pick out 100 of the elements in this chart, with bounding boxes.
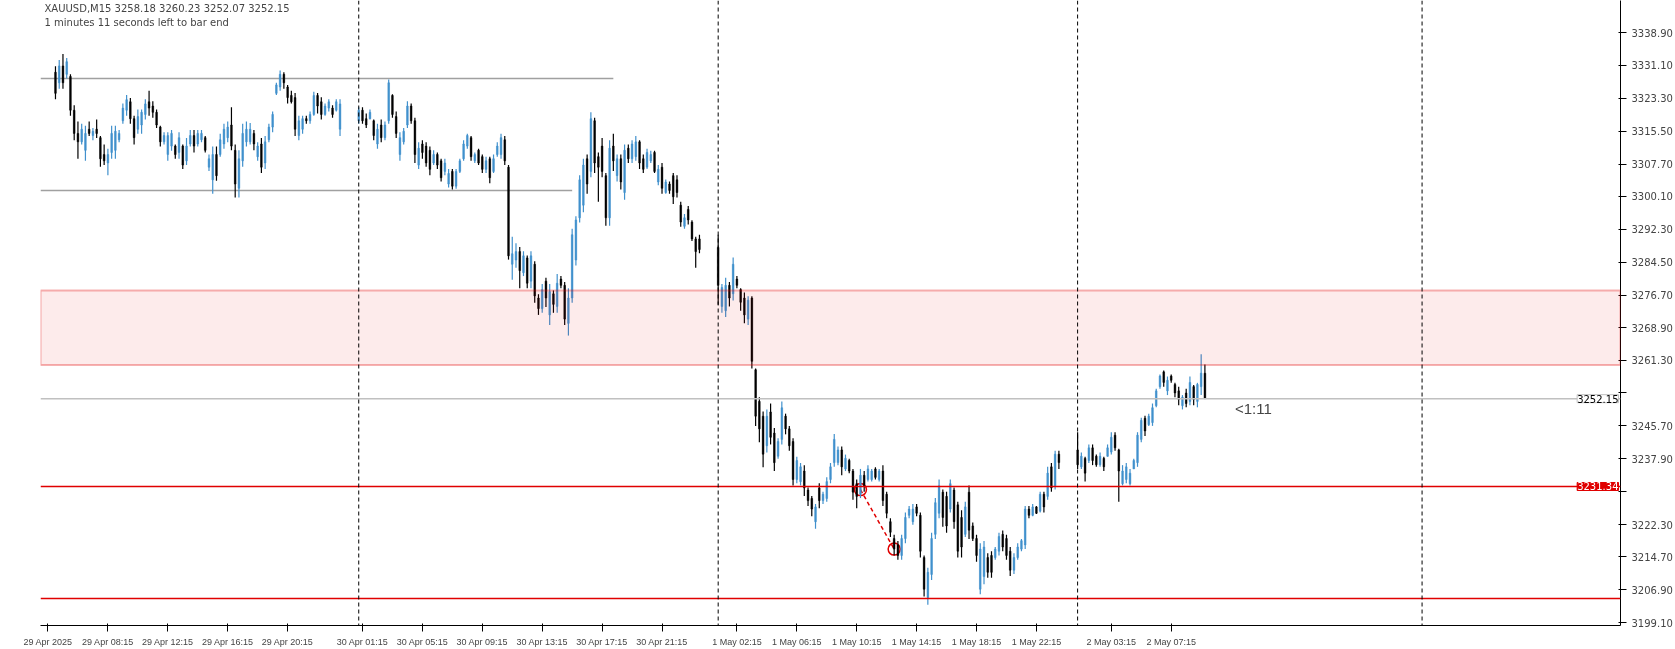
candlestick (657, 164, 660, 186)
candlestick (331, 104, 334, 119)
candlestick (522, 250, 525, 277)
candlestick (840, 445, 843, 476)
candlestick (616, 153, 619, 183)
x-tick-label: 30 Apr 21:15 (636, 636, 688, 647)
candlestick (986, 552, 989, 579)
y-tick-label: 3331.10 (1631, 60, 1673, 72)
x-tick-label: 30 Apr 09:15 (456, 636, 508, 647)
candlestick (320, 96, 323, 121)
candlestick (65, 57, 68, 80)
candlestick (428, 145, 431, 176)
candlestick (803, 464, 806, 497)
candlestick (192, 129, 196, 154)
candlestick (698, 234, 701, 254)
candlestick (256, 141, 259, 162)
x-tick-label: 29 Apr 12:15 (142, 636, 194, 647)
candlestick (383, 121, 387, 141)
candlestick (1155, 388, 1158, 408)
x-tick-label: 1 May 18:15 (951, 636, 1002, 647)
candlestick (683, 213, 686, 230)
candlestick (893, 534, 896, 557)
candlestick (874, 466, 877, 481)
candlestick (660, 162, 664, 195)
candlestick (548, 283, 551, 326)
candlestick (1192, 384, 1195, 406)
candlestick (95, 118, 98, 139)
candlestick (1084, 456, 1087, 483)
candlestick (818, 482, 821, 509)
candlestick (155, 108, 158, 129)
candlestick (1125, 462, 1128, 484)
candlestick (1057, 450, 1060, 470)
candlestick (260, 137, 263, 174)
y-tick-label: 3206.90 (1631, 584, 1673, 596)
y-tick-label: 3292.30 (1631, 224, 1673, 236)
candlestick (398, 131, 402, 162)
candlestick (833, 433, 836, 468)
candlestick (54, 65, 57, 100)
candlestick (503, 135, 506, 166)
candlestick (361, 106, 364, 125)
candlestick (462, 139, 465, 162)
candlestick (630, 139, 634, 164)
annotation: <1:11 (1234, 400, 1272, 418)
candlestick (215, 145, 218, 182)
candlestick (743, 291, 746, 324)
x-tick-label: 30 Apr 01:15 (336, 636, 388, 647)
candlestick (518, 246, 521, 289)
candlestick (147, 90, 151, 117)
y-tick-label: 3338.90 (1631, 27, 1673, 39)
x-tick-label: 2 May 03:15 (1086, 636, 1137, 647)
candlestick (376, 123, 379, 150)
candlestick (945, 491, 948, 534)
candlestick (653, 150, 656, 174)
ref-line-label: 3231.34 (1577, 481, 1619, 493)
candlestick (728, 281, 731, 308)
candlestick (1166, 375, 1169, 396)
candlestick (181, 143, 184, 170)
candlestick (675, 174, 679, 199)
candlestick (507, 164, 510, 261)
candlestick (114, 125, 117, 160)
candlestick (544, 277, 548, 308)
x-tick-label: 1 May 10:15 (831, 636, 882, 647)
y-tick-label: 3307.70 (1631, 159, 1673, 171)
candlestick (391, 93, 394, 119)
candlestick (91, 127, 95, 141)
candlestick (1143, 415, 1147, 437)
candlestick (799, 462, 802, 486)
candlestick (1046, 466, 1049, 501)
x-tick-label: 2 May 07:15 (1146, 636, 1196, 647)
y-tick-label: 3323.30 (1631, 93, 1673, 105)
candlestick (634, 135, 637, 162)
x-tick-label: 29 Apr 16:15 (201, 636, 253, 647)
candlestick (514, 242, 518, 269)
candlestick (136, 108, 139, 135)
candlestick (511, 236, 514, 281)
candlestick (844, 453, 847, 472)
chart-title: XAUUSD,M15 3258.18 3260.23 3252.07 3252.15 (44, 2, 290, 14)
y-tick-label: 3261.30 (1631, 355, 1673, 367)
candlestick (638, 139, 641, 170)
candlestick (1001, 529, 1004, 552)
candlestick (1110, 431, 1113, 456)
candlestick (252, 129, 255, 151)
candlestick (1121, 464, 1124, 486)
candlestick (249, 122, 252, 146)
candlestick (58, 59, 61, 90)
candlestick (316, 92, 319, 115)
candlestick (911, 503, 914, 526)
candlestick (1042, 491, 1045, 513)
candlestick (185, 137, 188, 166)
candlestick (99, 135, 102, 168)
candlestick (645, 148, 649, 170)
y-tick-label: 3315.50 (1631, 126, 1673, 138)
candlestick (451, 168, 454, 191)
candlestick (672, 172, 675, 205)
candlestick (477, 148, 480, 166)
candlestick (739, 287, 742, 312)
candlestick (499, 133, 503, 160)
ref-line-label: 3252.15 (1577, 393, 1619, 405)
candlestick (829, 462, 832, 484)
candlestick (279, 69, 282, 92)
